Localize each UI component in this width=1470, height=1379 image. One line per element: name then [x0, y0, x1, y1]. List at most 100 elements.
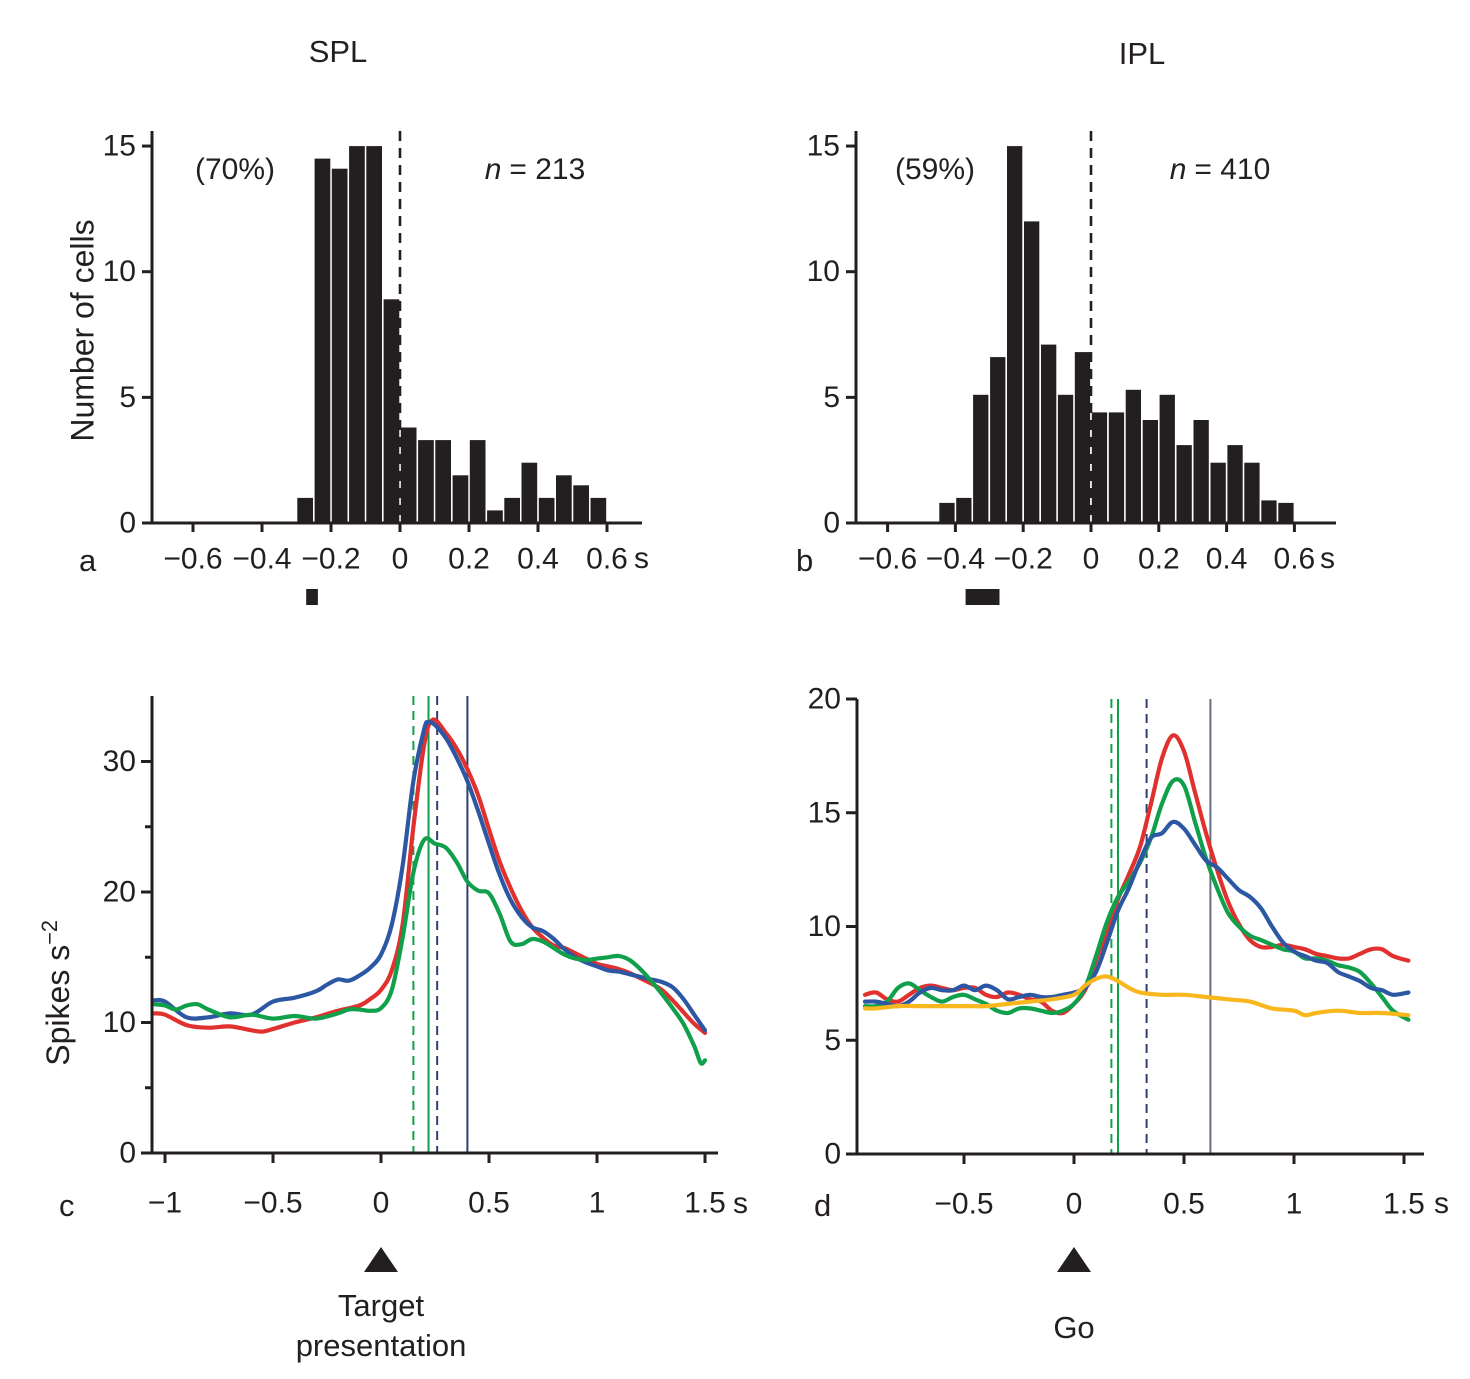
x-tick-label: 0	[373, 1187, 390, 1220]
histogram-bar	[504, 497, 520, 523]
n-symbol-a: n	[484, 153, 502, 186]
y-axis-label-spikes: Spikes s−2	[37, 833, 77, 1153]
y-tick-label: 30	[103, 745, 136, 778]
median-marker	[965, 589, 1000, 605]
series-line-blue	[862, 819, 1411, 1009]
column-title-ipl: IPL	[1118, 36, 1166, 71]
event-triangle	[364, 1247, 398, 1272]
histogram-bar	[1261, 500, 1277, 523]
histogram-bar	[538, 497, 555, 523]
series-line-yellow	[862, 974, 1411, 1018]
histogram-bar	[1024, 221, 1040, 523]
histogram-bar	[1125, 389, 1141, 523]
histogram-bar	[383, 299, 400, 523]
panel-letter-d: d	[814, 1188, 832, 1223]
histogram-bar	[1278, 502, 1294, 523]
histogram-bar	[297, 497, 313, 523]
y-axis-label-spikes-exponent: −2	[37, 919, 63, 945]
histogram-bar	[956, 497, 972, 523]
axis-c	[150, 696, 718, 1155]
x-tick-label: 0.4	[517, 543, 559, 576]
y-tick-label: 0	[119, 1137, 136, 1170]
histogram-bar	[1210, 462, 1226, 523]
event-label-go: Go	[1053, 1310, 1095, 1345]
x-tick-label: 0.2	[1138, 543, 1180, 576]
histogram-bar	[521, 462, 538, 523]
x-unit-b: s	[1320, 542, 1335, 575]
axis-d	[855, 699, 1424, 1156]
y-tick-label: 15	[808, 796, 841, 829]
y-tick-label: 10	[808, 910, 841, 943]
event-triangle	[1057, 1247, 1091, 1272]
histogram-bar	[1108, 412, 1125, 523]
histogram-bar	[973, 394, 989, 523]
n-symbol-b: n	[1169, 153, 1187, 186]
series-line-green	[862, 777, 1411, 1022]
histogram-bar	[1074, 352, 1091, 523]
y-tick-label: 20	[808, 683, 841, 716]
x-tick-label: 0.5	[468, 1187, 510, 1220]
x-tick-label: −1	[148, 1187, 182, 1220]
x-tick-label: 1.5	[684, 1187, 726, 1220]
series-line-red	[152, 717, 708, 1035]
x-tick-label: 0	[1083, 543, 1100, 576]
series-line-blue	[152, 720, 708, 1033]
y-tick-label: 15	[103, 130, 136, 163]
x-tick-label: 0	[1066, 1188, 1083, 1221]
y-tick-label: 5	[823, 381, 840, 414]
x-unit-d: s	[1434, 1187, 1449, 1220]
y-tick-label: 0	[119, 507, 136, 540]
x-tick-label: 0	[392, 543, 409, 576]
y-tick-label: 0	[823, 507, 840, 540]
y-tick-label: 15	[807, 130, 840, 163]
x-tick-label: 0.2	[448, 543, 490, 576]
histogram-bar	[1007, 146, 1023, 523]
y-tick-label: 0	[824, 1138, 841, 1171]
histogram-bar	[1057, 394, 1074, 523]
histogram-bar	[590, 497, 607, 523]
histogram-bar	[939, 502, 955, 523]
median-marker	[306, 589, 318, 605]
histogram-bar	[1176, 445, 1192, 523]
histogram-bar	[1142, 420, 1158, 523]
panel-letter-b: b	[796, 543, 814, 578]
x-unit-c: s	[733, 1187, 748, 1220]
histogram-bar	[1244, 462, 1260, 523]
n-label-b: n = 410	[1140, 153, 1300, 187]
x-unit-a: s	[634, 542, 649, 575]
histogram-bar	[1159, 394, 1175, 523]
x-tick-label: −0.6	[163, 543, 222, 576]
x-tick-label: −0.2	[994, 543, 1053, 576]
histogram-bar	[349, 146, 365, 523]
x-tick-label: 0.6	[1274, 543, 1316, 576]
n-label-a: n = 213	[455, 153, 615, 187]
x-tick-label: −0.6	[858, 543, 917, 576]
y-tick-label: 5	[824, 1024, 841, 1057]
percent-label-b: (59%)	[894, 153, 976, 186]
x-tick-label: 0.6	[586, 543, 628, 576]
histogram-bar	[1227, 445, 1243, 523]
x-tick-label: −0.5	[934, 1188, 993, 1221]
n-value-a: = 213	[509, 153, 586, 186]
histogram-bar	[1193, 420, 1209, 523]
histogram-bar	[556, 475, 572, 523]
histogram-bar	[573, 485, 589, 523]
histogram-bar	[400, 427, 417, 523]
x-tick-label: −0.5	[243, 1187, 302, 1220]
x-tick-label: 1.5	[1383, 1188, 1425, 1221]
x-tick-label: 1	[589, 1187, 606, 1220]
histogram-bar	[366, 146, 382, 523]
histogram-bar	[452, 475, 469, 523]
histogram-bar	[314, 158, 331, 523]
y-tick-label: 5	[119, 381, 136, 414]
histogram-bar	[1091, 412, 1108, 523]
histogram-bar	[331, 168, 348, 523]
column-title-spl: SPL	[308, 34, 368, 69]
y-axis-label-number-of-cells: Number of cells	[64, 219, 101, 442]
y-tick-label: 10	[103, 255, 136, 288]
histogram-bar	[1041, 344, 1057, 523]
y-tick-label: 20	[103, 876, 136, 909]
x-tick-label: 1	[1286, 1188, 1303, 1221]
